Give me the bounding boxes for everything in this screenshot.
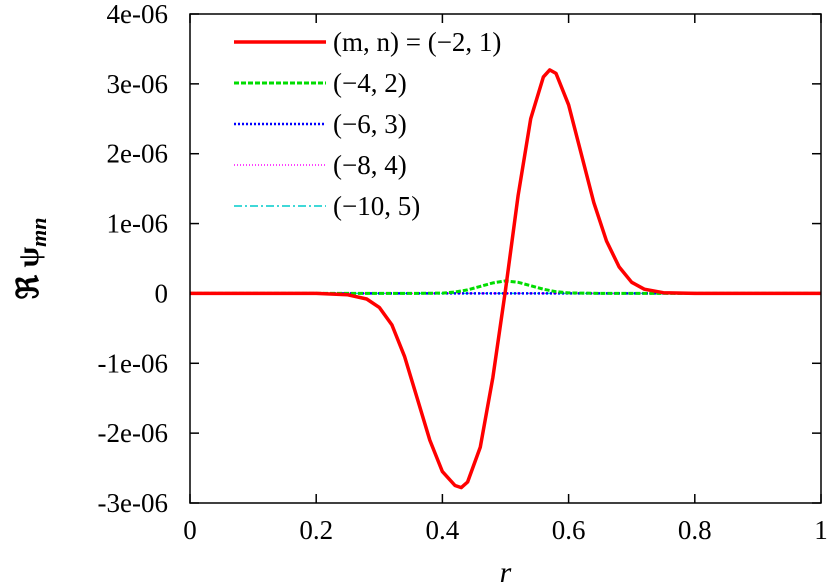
x-axis-title: r [500, 556, 512, 585]
x-tick-label: 1 [814, 515, 828, 545]
x-tick-label: 0.8 [678, 515, 712, 545]
y-tick-label: -1e-06 [98, 348, 168, 378]
plot-frame [189, 13, 822, 504]
y-tick-label: 3e-06 [107, 69, 168, 99]
y-tick-label: -2e-06 [98, 418, 168, 448]
y-axis-title: ℜ ψmn [12, 218, 51, 300]
legend-label: (m, n) = (−2, 1) [333, 27, 501, 57]
ticks-layer: 0 0.2 0.4 0.6 0.8 1 -3e-06 -2e-06 -1e-06 0 1e-06 2e… [98, 0, 828, 545]
legend-label: (−8, 4) [333, 150, 407, 180]
series-line [190, 68, 821, 490]
series-layer [190, 68, 821, 490]
x-tick-label: 0 [183, 515, 197, 545]
legend-label: (−6, 3) [333, 109, 407, 139]
y-tick-label: -3e-06 [98, 488, 168, 518]
legend: (m, n) = (−2, 1) (−4, 2) (−6, 3) (−8, 4) (−1… [234, 27, 501, 221]
y-tick-label: 0 [155, 278, 169, 308]
legend-label: (−4, 2) [333, 68, 407, 98]
y-tick-label: 2e-06 [107, 139, 168, 169]
x-tick-label: 0.2 [299, 515, 333, 545]
x-tick-label: 0.6 [552, 515, 586, 545]
x-tick-label: 0.4 [426, 515, 460, 545]
y-tick-label: 1e-06 [107, 209, 168, 239]
y-axis-title-subscript: mn [26, 218, 51, 247]
y-axis-title-main: ℜ ψ [12, 247, 45, 300]
legend-label: (−10, 5) [333, 191, 420, 221]
y-tick-label: 4e-06 [107, 0, 168, 29]
